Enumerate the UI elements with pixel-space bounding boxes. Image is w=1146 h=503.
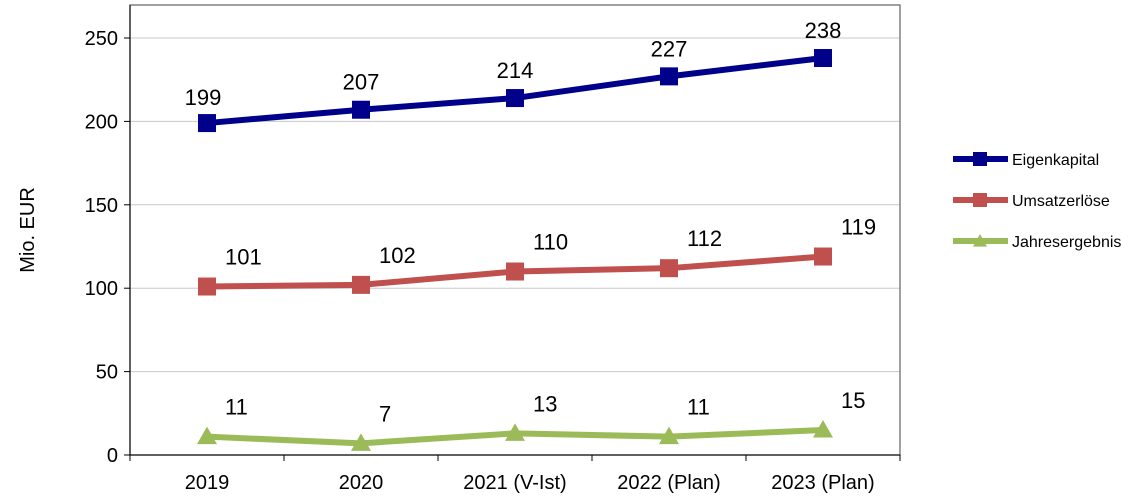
legend-item-jahresergebnis: Jahresergebnis — [953, 234, 1121, 251]
data-point-jahresergebnis-4 — [813, 419, 833, 438]
axes: 0 50 100 150 200 250 2019 2020 2021 (V-Ist) 2022 … — [85, 5, 901, 494]
data-label-jahresergebnis-4: 15 — [841, 388, 865, 413]
series-umsatzerlose — [198, 247, 832, 296]
series-eigenkapital — [198, 49, 832, 133]
x-tick-label-2019: 2019 — [185, 472, 230, 494]
y-tick-label-0: 0 — [107, 445, 118, 467]
y-axis-title: Mio. EUR — [17, 187, 39, 273]
legend-label-umsatzerlose: Umsatzerlöse — [1012, 193, 1110, 210]
data-label-eigenkapital-1: 207 — [343, 70, 380, 95]
x-tick-label-2021-v-ist: 2021 (V-Ist) — [463, 472, 566, 494]
data-point-umsatzerlose-4 — [814, 247, 832, 266]
data-label-jahresergebnis-3: 11 — [687, 395, 710, 420]
data-point-eigenkapital-2 — [506, 89, 524, 108]
data-point-umsatzerlose-2 — [506, 262, 524, 281]
data-label-umsatzerlose-4: 119 — [841, 215, 876, 240]
y-tick-label-250: 250 — [85, 28, 118, 50]
legend-label-jahresergebnis: Jahresergebnis — [1012, 234, 1121, 251]
data-point-umsatzerlose-0 — [198, 277, 216, 296]
legend-marker-jahresergebnis — [973, 234, 987, 247]
y-tick-label-50: 50 — [96, 362, 118, 384]
data-point-eigenkapital-1 — [352, 100, 370, 119]
x-tick-label-2023-plan: 2023 (Plan) — [771, 472, 874, 494]
legend-item-umsatzerlose: Umsatzerlöse — [953, 193, 1110, 210]
data-label-umsatzerlose-2: 110 — [533, 230, 568, 255]
data-label-eigenkapital-0: 199 — [185, 85, 222, 110]
y-tick-label-200: 200 — [85, 111, 118, 133]
data-label-eigenkapital-2: 214 — [497, 58, 534, 83]
data-label-umsatzerlose-0: 101 — [225, 245, 262, 270]
series-lines — [197, 49, 833, 451]
data-label-eigenkapital-4: 238 — [805, 18, 842, 43]
grid-lines — [130, 37, 900, 373]
data-label-umsatzerlose-1: 102 — [379, 243, 416, 268]
data-label-jahresergebnis-2: 13 — [533, 391, 557, 416]
legend-marker-umsatzerlose — [973, 193, 987, 207]
y-tick-label-150: 150 — [85, 195, 118, 217]
data-point-jahresergebnis-0 — [197, 426, 217, 445]
data-labels: 199 207 214 227 238 101 102 110 112 119 11 7 13 11 15 — [185, 18, 876, 426]
legend: Eigenkapital Umsatzerlöse Jahresergebnis — [953, 152, 1121, 251]
data-point-eigenkapital-4 — [814, 49, 832, 68]
data-point-jahresergebnis-1 — [351, 433, 371, 451]
y-tick-label-100: 100 — [85, 278, 118, 300]
data-point-eigenkapital-3 — [660, 67, 678, 86]
series-jahresergebnis — [197, 419, 833, 451]
data-point-umsatzerlose-1 — [352, 275, 370, 294]
data-point-jahresergebnis-2 — [505, 423, 525, 441]
data-label-jahresergebnis-1: 7 — [379, 401, 391, 426]
legend-label-eigenkapital: Eigenkapital — [1012, 152, 1099, 169]
x-tick-label-2022-plan: 2022 (Plan) — [617, 472, 720, 494]
data-point-jahresergebnis-3 — [659, 426, 679, 445]
legend-item-eigenkapital: Eigenkapital — [953, 152, 1099, 169]
data-point-eigenkapital-0 — [198, 114, 216, 133]
data-point-umsatzerlose-3 — [660, 259, 678, 278]
x-tick-label-2020: 2020 — [339, 472, 384, 494]
legend-marker-eigenkapital — [973, 152, 987, 166]
data-label-umsatzerlose-3: 112 — [687, 226, 722, 251]
data-label-jahresergebnis-0: 11 — [225, 395, 248, 420]
data-label-eigenkapital-3: 227 — [651, 36, 688, 61]
